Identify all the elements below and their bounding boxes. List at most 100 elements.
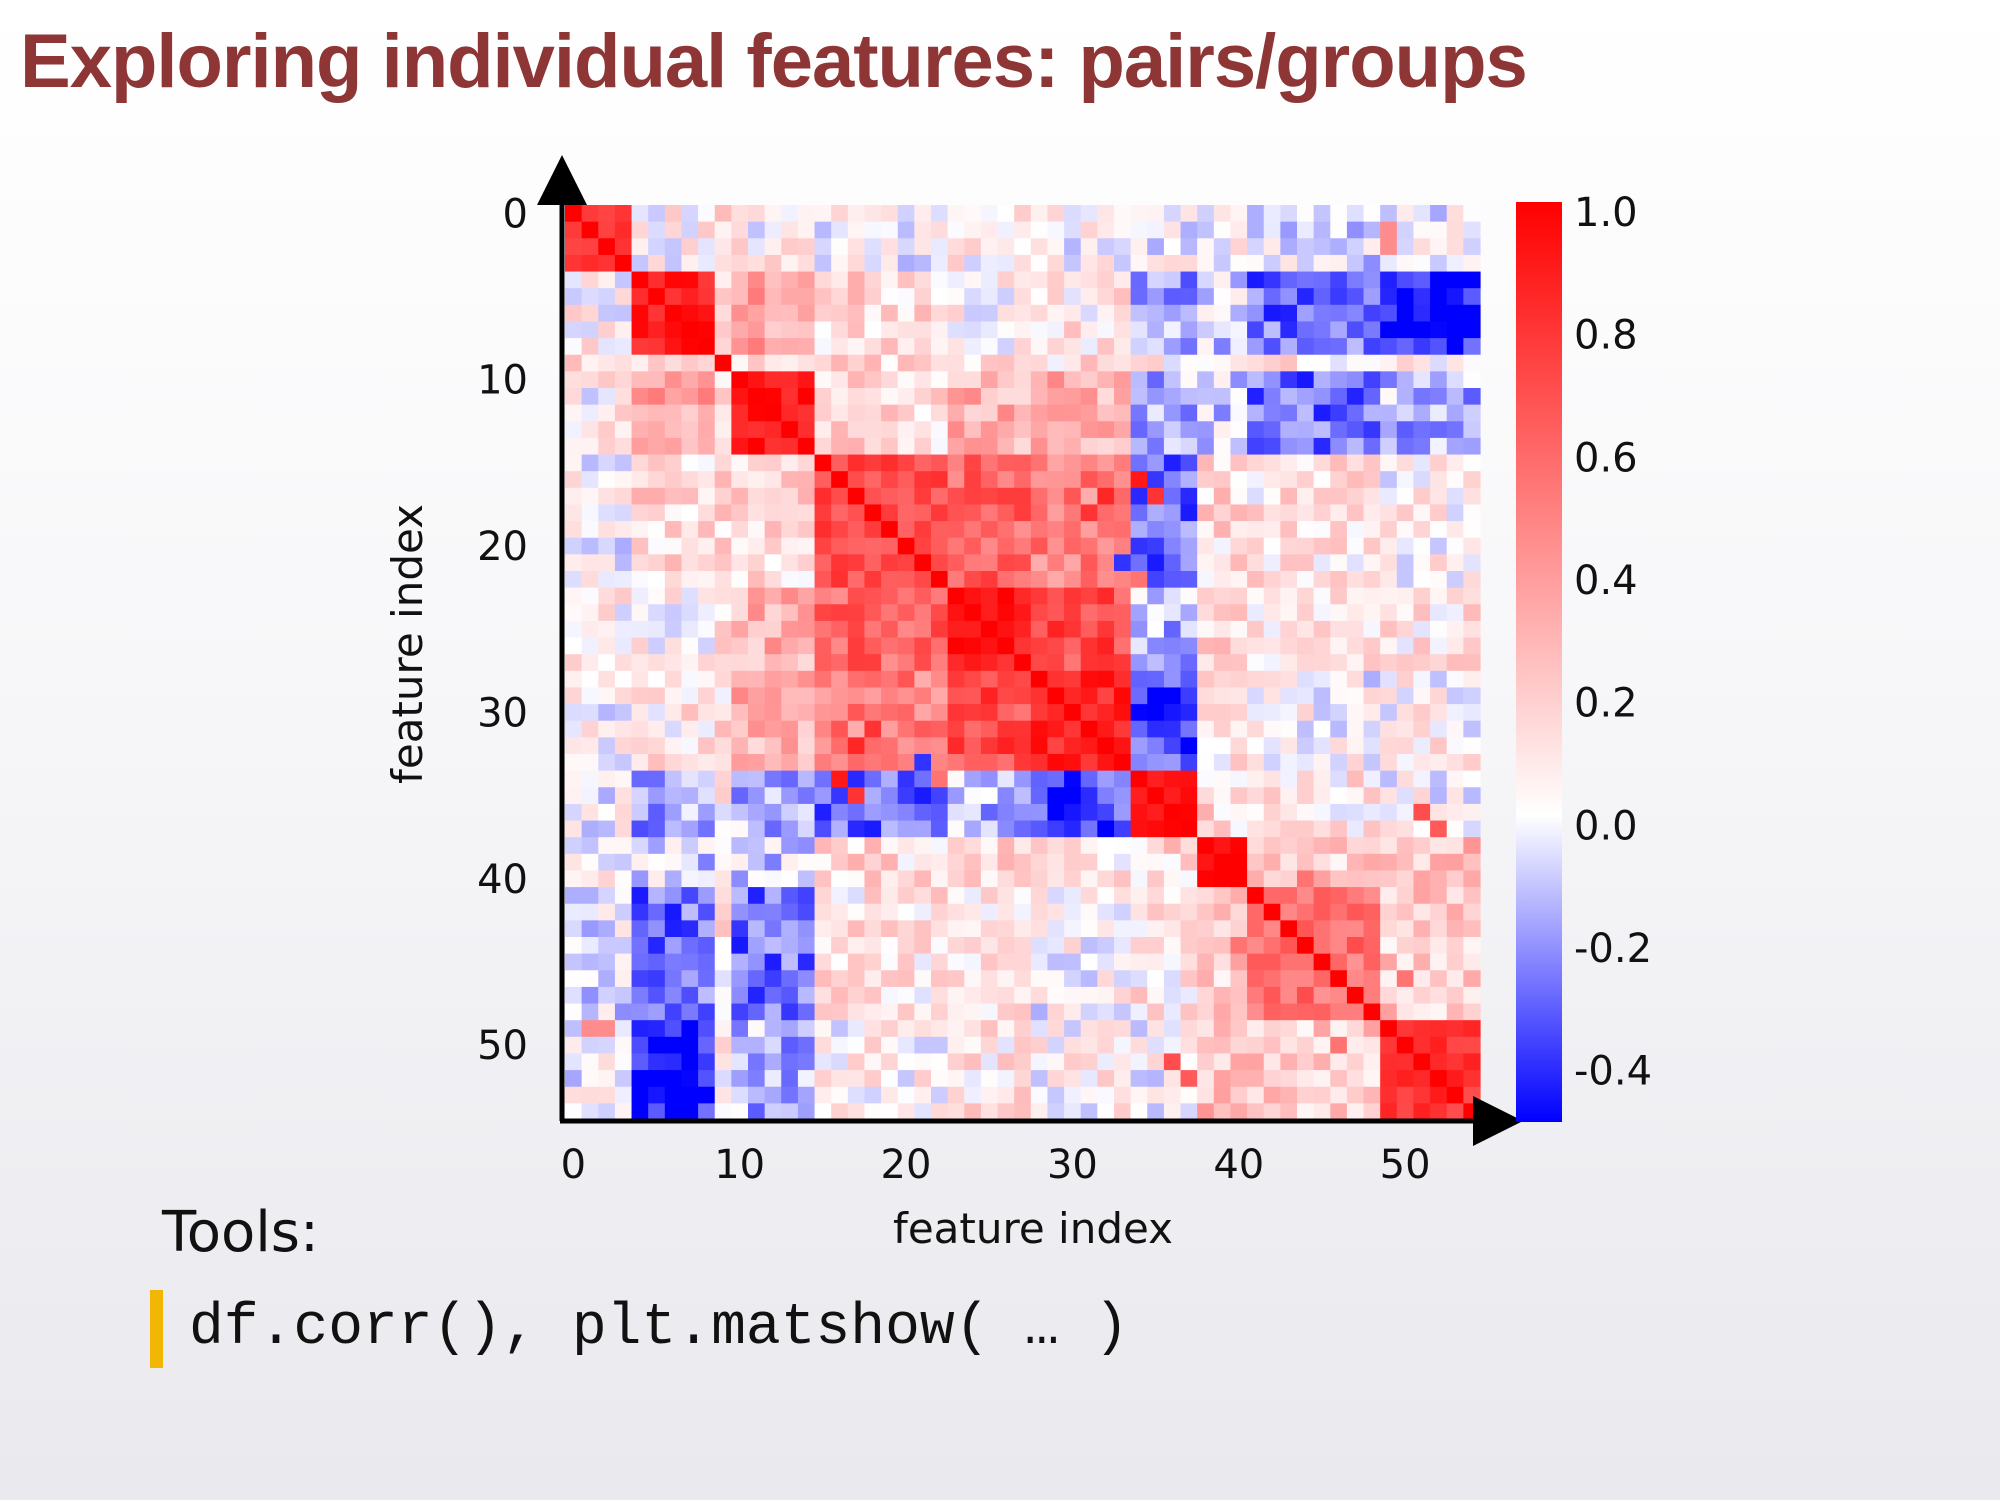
heatmap-cell <box>1446 670 1464 689</box>
heatmap-cell <box>1130 205 1148 223</box>
heatmap-cell <box>980 338 999 356</box>
heatmap-cell <box>664 903 683 921</box>
heatmap-cell <box>1330 521 1348 539</box>
heatmap-cell <box>797 754 816 772</box>
heatmap-cell <box>1346 254 1365 273</box>
heatmap-cell <box>1097 687 1115 705</box>
heatmap-cell <box>1313 304 1331 323</box>
heatmap-cell <box>748 720 766 738</box>
heatmap-cell <box>664 587 683 605</box>
heatmap-cell <box>1430 754 1448 772</box>
heatmap-cell <box>1346 238 1365 256</box>
heatmap-cell <box>1180 554 1198 572</box>
heatmap-cell <box>814 953 832 971</box>
heatmap-cell <box>1413 887 1431 905</box>
heatmap-cell <box>1014 887 1032 905</box>
heatmap-cell <box>1080 970 1098 988</box>
heatmap-cell <box>1030 254 1049 273</box>
heatmap-cell <box>1047 754 1065 772</box>
heatmap-cell <box>1163 271 1182 289</box>
heatmap-cell <box>1114 421 1132 439</box>
heatmap-cell <box>714 205 732 223</box>
heatmap-cell <box>997 587 1015 605</box>
heatmap-cell <box>1097 421 1115 439</box>
heatmap-cell <box>1197 654 1215 672</box>
heatmap-cell <box>1213 870 1232 888</box>
heatmap-cell <box>931 837 949 855</box>
heatmap-cell <box>714 803 732 822</box>
heatmap-cell <box>997 471 1015 489</box>
heatmap-cell <box>764 887 782 905</box>
heatmap-cell <box>1097 937 1115 955</box>
heatmap-cell <box>714 637 732 655</box>
heatmap-cell <box>797 471 816 489</box>
heatmap-cell <box>831 1070 849 1088</box>
heatmap-cell <box>764 321 782 339</box>
heatmap-cell <box>1180 937 1198 955</box>
heatmap-cell <box>1197 338 1215 356</box>
heatmap-cell <box>648 388 666 406</box>
heatmap-cell <box>881 920 899 938</box>
heatmap-cell <box>1230 620 1248 639</box>
heatmap-cell <box>881 1036 899 1055</box>
heatmap-cell <box>1197 304 1215 323</box>
heatmap-cell <box>1380 986 1398 1005</box>
heatmap-cell <box>1097 271 1115 289</box>
heatmap-cell <box>698 870 716 888</box>
heatmap-cell <box>1363 1036 1381 1055</box>
heatmap-cell <box>1130 1103 1148 1121</box>
heatmap-cell <box>1163 321 1182 339</box>
heatmap-cell <box>1463 271 1481 289</box>
heatmap-cell <box>931 321 949 339</box>
heatmap-cell <box>1197 1070 1215 1088</box>
heatmap-cell <box>1446 537 1464 555</box>
heatmap-cell <box>1346 504 1365 522</box>
colorbar-tick-label: 0.0 <box>1574 803 1638 849</box>
heatmap-cell <box>1064 338 1082 356</box>
heatmap-cell <box>847 1086 866 1104</box>
heatmap-cell <box>931 338 949 356</box>
heatmap-cell <box>698 554 716 572</box>
heatmap-cell <box>847 338 866 356</box>
heatmap-cell <box>1114 554 1132 572</box>
heatmap-cell <box>1413 870 1431 888</box>
heatmap-cell <box>681 937 699 955</box>
heatmap-cell <box>764 554 782 572</box>
heatmap-cell <box>997 870 1015 888</box>
heatmap-cell <box>1047 704 1065 722</box>
heatmap-cell <box>1030 637 1049 655</box>
heatmap-cell <box>1180 903 1198 921</box>
heatmap-cell <box>1014 620 1032 639</box>
heatmap-cell <box>764 304 782 323</box>
heatmap-cell <box>748 953 766 971</box>
heatmap-cell <box>897 720 915 738</box>
heatmap-cell <box>1297 687 1315 705</box>
heatmap-cell <box>1047 604 1065 622</box>
heatmap-cell <box>1280 537 1298 555</box>
heatmap-cell <box>581 354 599 372</box>
heatmap-cell <box>980 620 999 639</box>
heatmap-cell <box>1047 571 1065 589</box>
heatmap-cell <box>1413 537 1431 555</box>
heatmap-cell <box>1297 1020 1315 1038</box>
heatmap-cell <box>648 554 666 572</box>
heatmap-cell <box>1263 471 1281 489</box>
heatmap-cell <box>1197 354 1215 372</box>
heatmap-cell <box>1346 837 1365 855</box>
heatmap-cell <box>1330 1070 1348 1088</box>
heatmap-cell <box>1014 537 1032 555</box>
heatmap-cell <box>714 837 732 855</box>
heatmap-cell <box>1247 1086 1265 1104</box>
heatmap-cell <box>1080 604 1098 622</box>
heatmap-cell <box>997 338 1015 356</box>
heatmap-cell <box>1263 537 1281 555</box>
heatmap-cell <box>1396 254 1415 273</box>
heatmap-cell <box>1064 970 1082 988</box>
heatmap-cell <box>831 837 849 855</box>
heatmap-cell <box>1396 737 1415 755</box>
heatmap-cell <box>598 554 616 572</box>
heatmap-cell <box>581 737 599 755</box>
heatmap-cell <box>614 371 633 389</box>
heatmap-cell <box>797 620 816 639</box>
